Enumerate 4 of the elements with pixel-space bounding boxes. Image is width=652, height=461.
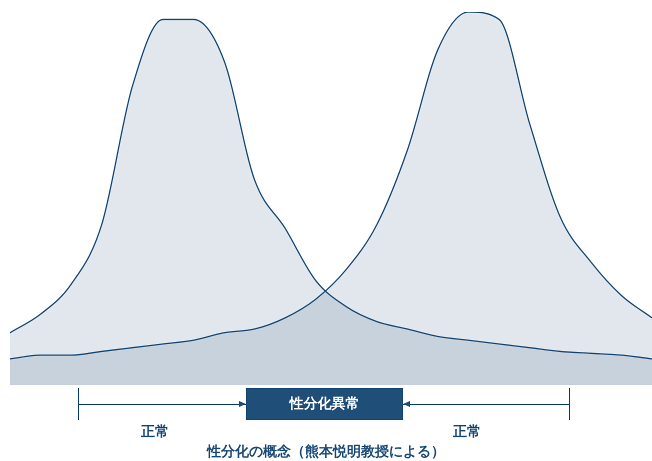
text: 性分化異常: [246, 388, 403, 420]
text: 性分化の概念（熊本悦明教授による）: [207, 443, 445, 461]
text: 正常: [141, 423, 169, 441]
text: 正常: [453, 423, 481, 441]
